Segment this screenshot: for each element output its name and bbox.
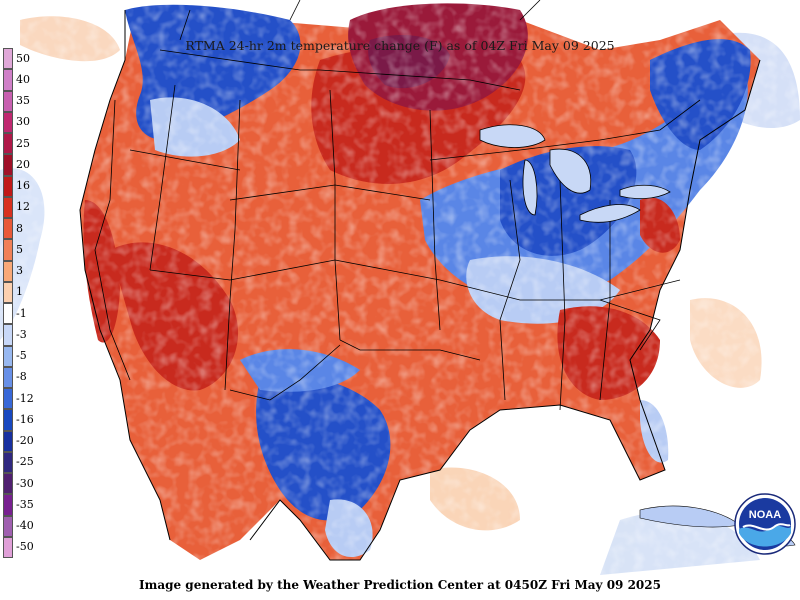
legend-swatch [3, 430, 13, 452]
legend-swatch [3, 515, 13, 537]
legend-label: 3 [16, 264, 23, 278]
legend-swatch [3, 494, 13, 516]
coastline [79, 10, 761, 561]
legend-label: -8 [16, 370, 27, 384]
legend-label: -25 [16, 455, 34, 469]
legend-label: 40 [16, 72, 30, 86]
legend-label: -35 [16, 497, 34, 511]
legend-label: -3 [16, 327, 27, 341]
legend-swatch [3, 409, 13, 431]
legend-swatch [3, 90, 13, 112]
political-boundaries [94, 0, 701, 411]
legend-swatch [3, 69, 13, 91]
footer-credit: Image generated by the Weather Predictio… [139, 578, 661, 592]
legend-label: -40 [16, 519, 34, 533]
legend-swatch [3, 133, 13, 155]
legend-label: -30 [16, 476, 34, 490]
legend-swatch [3, 281, 13, 303]
legend-swatch [3, 366, 13, 388]
legend-label: -5 [16, 349, 27, 363]
legend-label: -50 [16, 540, 34, 554]
legend-swatch [3, 48, 13, 70]
legend-swatch [3, 345, 13, 367]
legend-label: 25 [16, 136, 30, 150]
noaa-logo: NOAA [734, 493, 796, 555]
legend-label: 30 [16, 115, 30, 129]
legend-swatch [3, 260, 13, 282]
legend-swatch [3, 473, 13, 495]
legend-label: 1 [16, 285, 23, 299]
map-title: RTMA 24-hr 2m temperature change (F) as … [185, 38, 615, 53]
legend-swatch [3, 324, 13, 346]
legend-swatch [3, 111, 13, 133]
legend-swatch [3, 536, 13, 558]
legend-swatch [3, 175, 13, 197]
legend-label: 16 [16, 179, 30, 193]
legend-swatch [3, 388, 13, 410]
noaa-logo-text: NOAA [749, 509, 781, 521]
legend-swatch [3, 154, 13, 176]
legend-label: -16 [16, 412, 34, 426]
legend-swatch [3, 451, 13, 473]
legend-swatch [3, 303, 13, 325]
legend-swatch [3, 239, 13, 261]
legend-label: 50 [16, 51, 30, 65]
great-lakes [479, 124, 671, 223]
legend-label: 8 [16, 221, 23, 235]
legend-swatch [3, 196, 13, 218]
legend-label: 12 [16, 200, 30, 214]
legend-label: 5 [16, 242, 23, 256]
temperature-change-map [0, 0, 800, 575]
legend-label: -12 [16, 391, 34, 405]
legend-label: 35 [16, 94, 30, 108]
color-legend: 50 40 35 30 25 20 16 12 8 5 3 1 -1 -3 -5 -8 -12 -16 -20 -25… [3, 48, 43, 558]
legend-label: -1 [16, 306, 27, 320]
speckle-texture [0, 0, 800, 575]
legend-label: -20 [16, 434, 34, 448]
legend-swatch [3, 218, 13, 240]
legend-label: 20 [16, 157, 30, 171]
